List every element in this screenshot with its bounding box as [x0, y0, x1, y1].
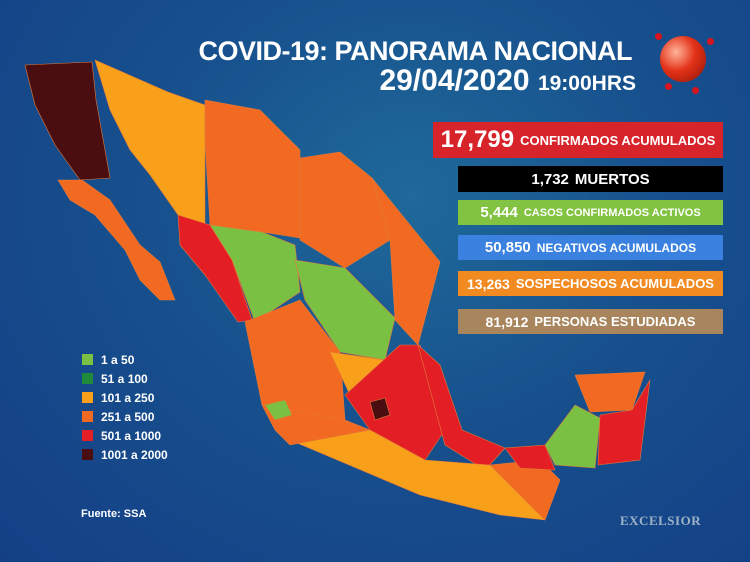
legend-item: 101 a 250	[82, 388, 168, 407]
map-legend: 1 a 50 51 a 100 101 a 250 251 a 500 501 …	[82, 350, 168, 464]
state-durango	[209, 224, 301, 323]
legend-item: 501 a 1000	[82, 426, 168, 445]
stat-confirmados: 17,799 CONFIRMADOS ACUMULADOS	[433, 122, 723, 158]
globe-virus-icon	[660, 36, 706, 82]
state-tabasco	[504, 444, 556, 471]
legend-item: 51 a 100	[82, 369, 168, 388]
state-baja-california-sur	[57, 179, 176, 301]
virus-dot-icon	[665, 83, 672, 90]
time-value: 19:00HRS	[537, 72, 636, 95]
stat-muertos: 1,732 MUERTOS	[458, 166, 723, 192]
date-value: 29/04/2020	[379, 64, 530, 97]
virus-dot-icon	[692, 87, 699, 94]
state-coahuila	[299, 151, 391, 269]
legend-item: 1001 a 2000	[82, 445, 168, 464]
state-colima	[264, 399, 293, 421]
legend-item: 251 a 500	[82, 407, 168, 426]
state-cdmx	[369, 397, 391, 421]
stat-estudiadas: 81,912 PERSONAS ESTUDIADAS	[458, 309, 723, 334]
virus-dot-icon	[707, 38, 714, 45]
state-baja-california	[24, 61, 111, 181]
state-chihuahua	[204, 99, 301, 239]
virus-dot-icon	[655, 33, 662, 40]
source-note: Fuente: SSA	[81, 508, 147, 520]
state-nuevo-leon-tamaulipas	[371, 177, 441, 346]
stat-activos: 5,444 CASOS CONFIRMADOS ACTIVOS	[458, 200, 723, 225]
stat-negativos: 50,850 NEGATIVOS ACUMULADOS	[458, 235, 723, 260]
state-campeche	[544, 404, 601, 469]
state-quintana-roo	[597, 379, 651, 466]
stat-sospechosos: 13,263 SOSPECHOSOS ACUMULADOS	[458, 271, 723, 296]
legend-item: 1 a 50	[82, 350, 168, 369]
report-date: 29/04/2020 19:00HRS	[379, 64, 636, 98]
page-title: COVID-19: PANORAMA NACIONAL	[198, 36, 632, 66]
brand-logo: EXCELSIOR	[620, 513, 702, 528]
state-sonora	[94, 59, 206, 226]
